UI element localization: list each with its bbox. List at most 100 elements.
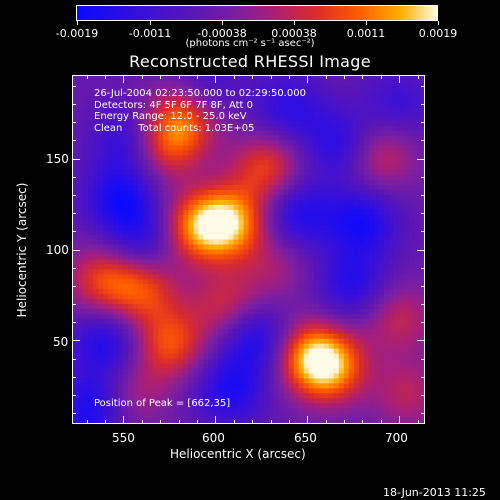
heatmap-cell [293,135,300,142]
heatmap-cell [163,269,169,275]
heatmap-cell [283,130,290,137]
heatmap-cell [198,214,204,221]
heatmap-cell [93,318,99,325]
heatmap-cell [143,378,149,384]
heatmap-cell [208,100,214,107]
heatmap-cell [263,80,270,87]
heatmap-cell [203,348,209,355]
heatmap-cell [143,274,149,280]
heatmap-cell [203,388,209,394]
heatmap-cell [253,175,260,181]
heatmap-cell [168,95,174,102]
heatmap-cell [213,170,220,176]
heatmap-cell [173,254,179,261]
heatmap-cell [143,209,149,216]
heatmap-cell [168,130,174,137]
heatmap-cell [203,219,209,226]
heatmap-cell [223,234,230,241]
heatmap-cell [108,249,114,256]
heatmap-cell [363,378,370,384]
heatmap-cell [213,328,220,335]
heatmap-cell [333,175,340,181]
heatmap-cell [373,313,380,320]
heatmap-cell [73,170,79,176]
heatmap-cell [358,418,365,423]
heatmap-cell [378,175,385,181]
heatmap-cell [88,135,94,142]
heatmap-cell [83,338,89,345]
heatmap-cell [318,294,325,300]
heatmap-cell [128,393,134,399]
heatmap-cell [98,85,104,92]
heatmap-cell [348,120,355,127]
heatmap-cell [328,199,335,206]
heatmap-cell [173,150,179,156]
heatmap-cell [348,418,355,423]
heatmap-cell [338,383,345,389]
heatmap-cell [183,378,189,384]
heatmap-cell [268,135,275,142]
heatmap-cell [228,120,235,127]
heatmap-cell [158,229,164,236]
heatmap-cell [183,333,189,340]
heatmap-cell [133,304,139,310]
heatmap-cell [158,358,164,365]
heatmap-cell [163,348,169,355]
heatmap-cell [153,90,159,97]
heatmap-cell [353,170,360,176]
heatmap-cell [213,393,220,399]
heatmap-cell [253,214,260,221]
heatmap-cell [83,368,89,375]
heatmap-cell [388,105,395,112]
heatmap-cell [248,140,255,146]
heatmap-cell [383,90,390,97]
heatmap-cell [173,358,179,365]
heatmap-cell [73,224,79,231]
heatmap-cell [183,294,189,300]
heatmap-cell [248,165,255,171]
heatmap-cell [238,284,245,290]
heatmap-cell [258,368,265,375]
heatmap-cell [413,145,420,151]
heatmap-cell [173,304,179,310]
heatmap-cell [338,274,345,280]
heatmap-cell [188,299,194,305]
heatmap-cell [238,85,245,92]
heatmap-cell [328,328,335,335]
heatmap-cell [383,358,390,365]
heatmap-cell [163,299,169,305]
heatmap-cell [308,398,315,404]
heatmap-cell [258,194,265,201]
heatmap-cell [403,358,410,365]
heatmap-cell [413,408,420,414]
heatmap-cell [173,269,179,275]
heatmap-cell [148,80,154,87]
heatmap-cell [178,403,184,409]
heatmap-cell [243,418,250,423]
heatmap-cell [268,299,275,305]
heatmap-cell [173,353,179,360]
heatmap-cell [318,249,325,256]
heatmap-cell [343,358,350,365]
heatmap-cell [308,274,315,280]
heatmap-cell [203,224,209,231]
heatmap-cell [93,100,99,107]
heatmap-cell [128,368,134,375]
axis-tick [72,376,76,378]
heatmap-cell [158,204,164,211]
heatmap-cell [248,76,255,82]
heatmap-cell [318,214,325,221]
heatmap-cell [328,76,335,82]
heatmap-cell [118,418,124,423]
axis-tick [421,104,425,106]
heatmap-cell [123,393,129,399]
heatmap-cell [73,85,79,92]
heatmap-cell [158,254,164,261]
heatmap-cell [278,299,285,305]
heatmap-cell [338,368,345,375]
heatmap-cell [128,323,134,330]
heatmap-cell [188,175,194,181]
heatmap-cell [133,333,139,340]
heatmap-cell [378,284,385,290]
heatmap-cell [343,170,350,176]
